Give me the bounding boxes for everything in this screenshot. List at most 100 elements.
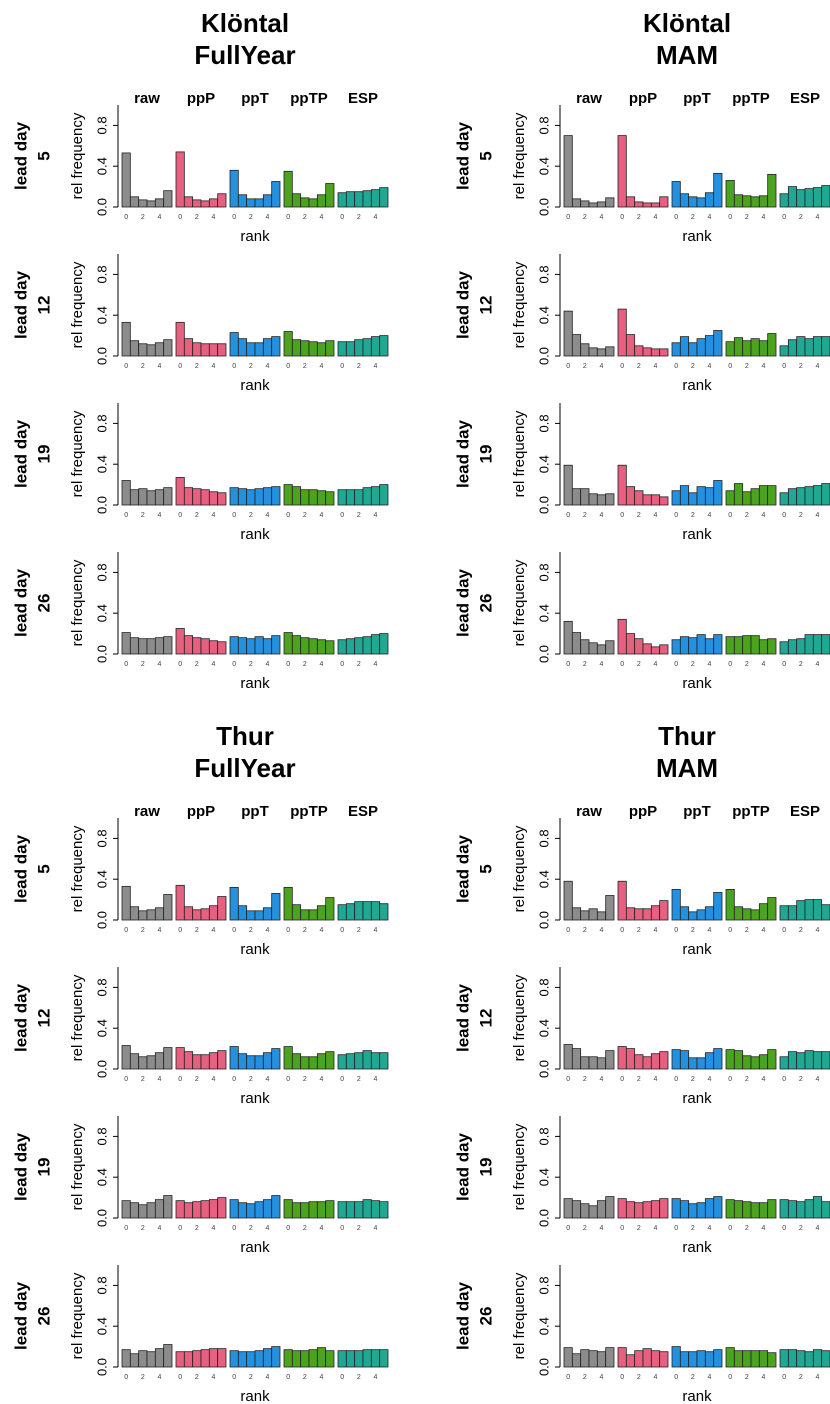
- y-axis-label: rel frequency: [69, 410, 86, 497]
- bar: [659, 348, 669, 357]
- x-tick-label: 4: [762, 927, 766, 934]
- bar: [563, 310, 573, 357]
- x-tick-label: 2: [195, 1374, 199, 1381]
- x-tick-label: 4: [266, 1225, 270, 1232]
- bar: [379, 633, 389, 655]
- bar: [237, 637, 248, 655]
- x-tick-label: 2: [799, 661, 803, 668]
- bar: [671, 181, 681, 208]
- bar: [121, 480, 131, 506]
- bar: [767, 638, 777, 655]
- x-tick-label: 4: [374, 363, 378, 370]
- bar: [617, 135, 627, 208]
- legend-label: ppP: [629, 803, 657, 820]
- bar: [316, 1201, 327, 1219]
- x-tick-label: 2: [637, 1374, 641, 1381]
- bar: [291, 904, 302, 921]
- bar: [354, 191, 364, 208]
- bar: [679, 906, 690, 921]
- y-axis-label: rel frequency: [511, 974, 528, 1061]
- bar: [750, 1202, 760, 1219]
- legend-label: ppT: [683, 90, 711, 107]
- bar: [129, 906, 140, 921]
- bar: [733, 337, 744, 357]
- bar: [750, 1056, 760, 1070]
- x-tick-label: 0: [178, 1225, 182, 1232]
- bar: [138, 343, 148, 357]
- x-tick-label: 0: [232, 1076, 236, 1083]
- x-tick-label: 4: [374, 1076, 378, 1083]
- y-tick-label: 0.4: [536, 1317, 551, 1335]
- x-tick-label: 0: [620, 1225, 624, 1232]
- bar: [580, 910, 590, 921]
- row-value: 12: [34, 296, 53, 315]
- bar: [704, 1351, 715, 1368]
- bar: [671, 342, 681, 357]
- bar: [742, 1055, 752, 1070]
- bar: [183, 487, 194, 506]
- bar: [283, 331, 293, 357]
- bar: [337, 341, 347, 357]
- bar: [696, 1057, 706, 1070]
- bar: [659, 900, 669, 921]
- x-tick-label: 0: [674, 927, 678, 934]
- bar: [605, 895, 615, 921]
- bar: [192, 909, 202, 921]
- bar: [563, 1198, 573, 1219]
- bar: [208, 1199, 219, 1219]
- x-tick-label: 2: [141, 1225, 145, 1232]
- bar: [325, 1200, 335, 1219]
- bar: [300, 1056, 310, 1070]
- bar: [767, 1199, 777, 1219]
- x-tick-label: 4: [816, 1374, 820, 1381]
- bar: [208, 640, 219, 655]
- x-tick-label: 4: [600, 363, 604, 370]
- x-tick-label: 0: [178, 927, 182, 934]
- x-tick-label: 2: [249, 363, 253, 370]
- bar: [812, 1349, 823, 1368]
- bar: [262, 1199, 273, 1219]
- bar: [725, 490, 735, 506]
- x-tick-label: 4: [212, 512, 216, 519]
- bar: [758, 1202, 769, 1219]
- x-tick-label: 2: [195, 363, 199, 370]
- bar: [659, 1198, 669, 1219]
- x-tick-label: 0: [340, 661, 344, 668]
- bar: [325, 183, 335, 208]
- bar: [750, 635, 760, 655]
- x-tick-label: 0: [674, 1076, 678, 1083]
- bar: [671, 490, 681, 506]
- bar: [787, 639, 798, 655]
- x-axis-label: rank: [682, 526, 712, 543]
- bar: [337, 1054, 347, 1070]
- x-tick-label: 2: [249, 927, 253, 934]
- bar: [617, 880, 627, 921]
- bar: [634, 490, 644, 506]
- x-tick-label: 4: [816, 363, 820, 370]
- row-label: lead day: [11, 121, 30, 190]
- bar: [725, 889, 735, 921]
- bar: [345, 341, 356, 357]
- y-tick-label: 0.0: [94, 1209, 109, 1227]
- x-tick-label: 2: [357, 927, 361, 934]
- bar: [316, 490, 327, 506]
- bar: [217, 896, 227, 921]
- bar: [617, 464, 627, 506]
- x-tick-label: 4: [266, 1374, 270, 1381]
- bar: [146, 909, 156, 921]
- x-tick-label: 4: [158, 661, 162, 668]
- x-tick-label: 2: [303, 927, 307, 934]
- x-tick-label: 2: [799, 1374, 803, 1381]
- bar: [192, 488, 202, 506]
- bar: [370, 901, 381, 921]
- bar: [291, 1053, 302, 1070]
- bar: [758, 639, 769, 655]
- bar: [571, 907, 582, 921]
- bar: [679, 1200, 690, 1219]
- bar: [804, 1351, 814, 1368]
- bar: [138, 910, 148, 921]
- bar: [733, 906, 744, 921]
- bar: [246, 910, 256, 921]
- bar: [379, 1349, 389, 1368]
- x-tick-label: 4: [158, 214, 162, 221]
